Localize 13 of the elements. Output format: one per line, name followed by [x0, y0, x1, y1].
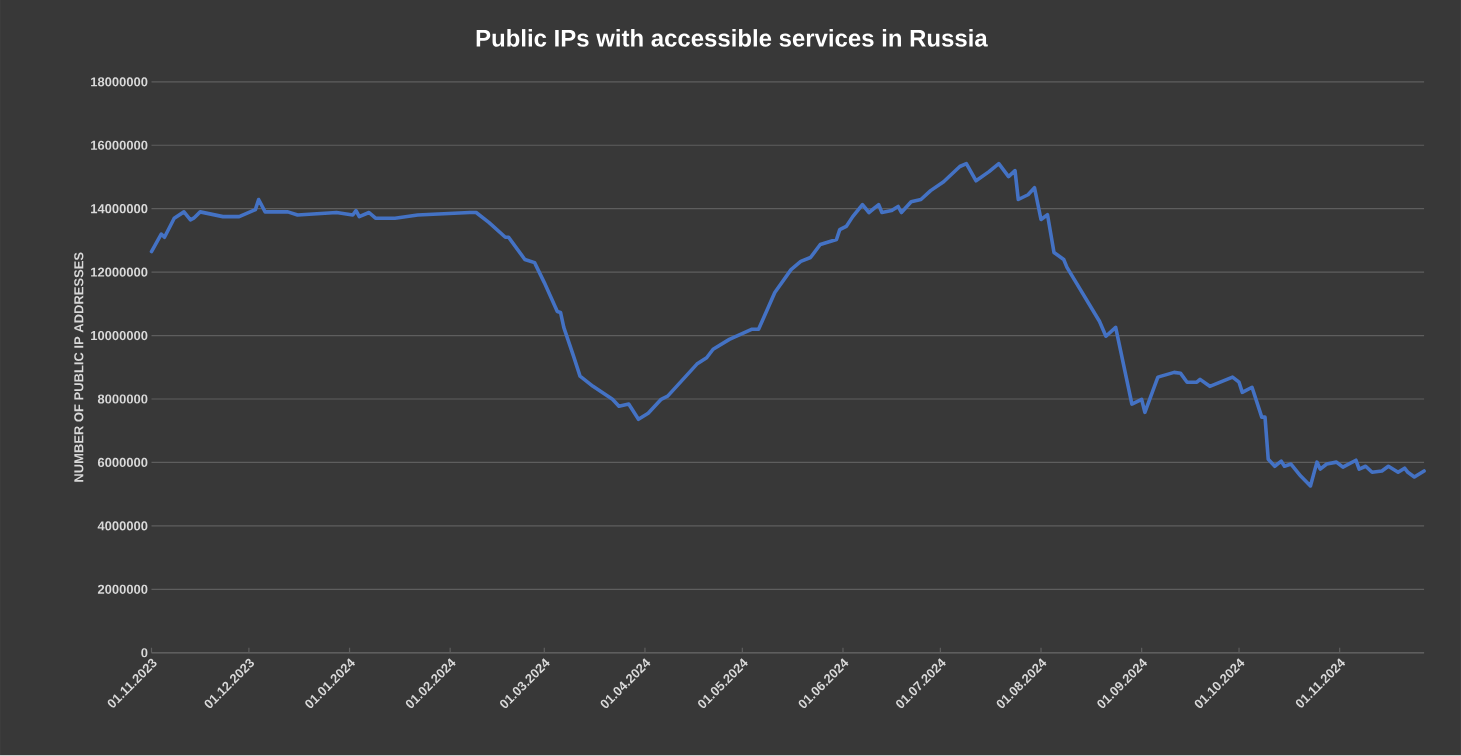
y-tick-label: 18000000 — [91, 77, 148, 87]
y-tick-label: 0 — [141, 648, 148, 658]
y-tick-label: 14000000 — [91, 204, 148, 214]
y-tick-label: 2000000 — [97, 584, 148, 595]
y-tick-label: 12000000 — [91, 267, 148, 277]
line-series — [149, 162, 1426, 488]
y-tick-label: 6000000 — [97, 458, 148, 468]
y-tick-label: 8000000 — [97, 394, 148, 404]
y-tick-label: 4000000 — [97, 521, 148, 531]
y-tick-label: 16000000 — [91, 140, 148, 151]
y-tick-label: 10000000 — [91, 331, 148, 341]
chart-title: Public IPs with accessible services in Russia — [476, 29, 988, 47]
y-axis-title: NUMBER OF PUBLIC IP ADDRESSES — [74, 252, 84, 482]
